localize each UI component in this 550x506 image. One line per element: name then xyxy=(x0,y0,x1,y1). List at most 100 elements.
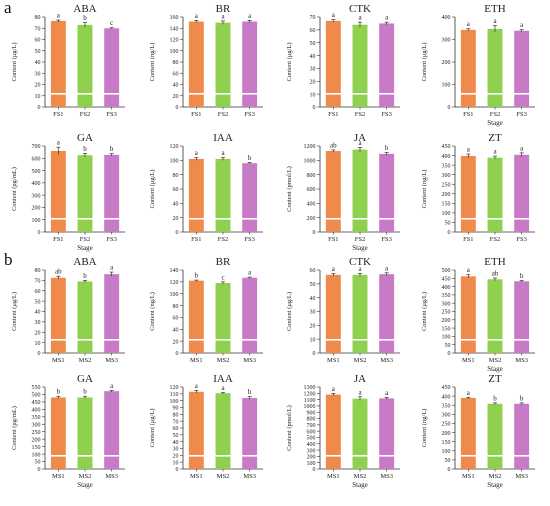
x-tick-label: MS3 xyxy=(243,357,256,364)
y-tick-label: 60 xyxy=(173,426,179,432)
y-tick-label: 0 xyxy=(313,230,316,236)
axis-break-mark xyxy=(459,339,477,341)
bar-fs3 xyxy=(104,154,120,232)
y-tick-label: 100 xyxy=(170,292,179,298)
x-tick-label: MS1 xyxy=(327,357,340,364)
y-tick-label: 30 xyxy=(35,320,41,326)
significance-letter: a xyxy=(248,12,252,20)
y-axis-label: Content (μg/L) xyxy=(11,292,18,331)
bar-ms1 xyxy=(325,274,341,353)
y-axis-label: Content (pg/mL) xyxy=(11,167,18,211)
y-tick-label: 40 xyxy=(35,60,41,66)
significance-letter: a xyxy=(467,389,471,397)
chart-a-aba: ABA Content (μg/L) 0 10 20 30 40 50 60 70 80 a FS1 b F… xyxy=(11,3,125,118)
significance-letter: c xyxy=(110,19,113,27)
y-tick-label: 70 xyxy=(310,15,316,21)
bar-fs3 xyxy=(514,154,530,232)
y-tick-label: 50 xyxy=(35,460,41,466)
x-tick-label: MS3 xyxy=(515,357,528,364)
bar-ms3 xyxy=(379,274,395,353)
y-tick-label: 70 xyxy=(35,279,41,285)
y-tick-label: 120 xyxy=(170,144,179,150)
bar-ms3 xyxy=(242,277,258,353)
y-tick-label: 200 xyxy=(32,437,41,443)
significance-letter: a xyxy=(467,146,471,154)
x-axis-label: Stage xyxy=(352,481,368,489)
chart-title: ABA xyxy=(73,256,96,268)
significance-letter: b xyxy=(57,388,61,396)
axis-break-mark xyxy=(241,93,259,95)
axis-break-mark xyxy=(378,339,396,341)
y-tick-label: 80 xyxy=(173,173,179,179)
axis-break-mark xyxy=(351,218,369,220)
significance-letter: a xyxy=(332,11,336,19)
y-axis-label: Content (μg/L) xyxy=(286,292,293,331)
chart-title: JA xyxy=(354,132,366,144)
y-tick-label: 350 xyxy=(442,163,451,169)
y-tick-label: 350 xyxy=(32,415,41,421)
axis-break-mark xyxy=(513,93,531,95)
y-axis-label: Content (ng/L) xyxy=(149,43,156,82)
y-tick-label: 120 xyxy=(170,38,179,44)
axis-break-mark xyxy=(49,339,67,341)
y-tick-label: 400 xyxy=(442,285,451,291)
x-tick-label: FS3 xyxy=(106,111,116,118)
y-tick-label: 150 xyxy=(442,440,451,446)
bar-ms1 xyxy=(325,394,341,469)
bar-ms1 xyxy=(460,276,476,353)
significance-letter: a xyxy=(467,266,471,274)
x-tick-label: MS2 xyxy=(217,473,230,480)
y-tick-label: 100 xyxy=(170,399,179,405)
significance-letter: a xyxy=(358,14,362,22)
bar-fs1 xyxy=(460,155,476,232)
axis-break-mark xyxy=(486,218,504,220)
y-tick-label: 50 xyxy=(35,49,41,55)
chart-title: BR xyxy=(216,3,231,15)
y-tick-label: 0 xyxy=(448,351,451,357)
x-tick-label: MS2 xyxy=(79,473,92,480)
x-axis-label: Stage xyxy=(77,244,93,252)
y-axis-label: Content (μg/L) xyxy=(421,42,428,81)
chart-title: CTK xyxy=(349,256,371,268)
y-tick-label: 0 xyxy=(176,105,179,111)
x-tick-label: MS1 xyxy=(190,357,203,364)
bar-fs1 xyxy=(325,20,341,107)
significance-letter: b xyxy=(110,145,114,153)
axis-break-mark xyxy=(486,339,504,341)
bar-ms1 xyxy=(50,277,66,353)
axis-break-mark xyxy=(103,455,121,457)
y-tick-label: 400 xyxy=(32,408,41,414)
bar-fs2 xyxy=(215,22,231,107)
significance-letter: a xyxy=(493,17,497,25)
bar-fs1 xyxy=(188,21,204,107)
axis-break-mark xyxy=(214,455,232,457)
y-tick-label: 140 xyxy=(170,268,179,274)
y-tick-label: 500 xyxy=(32,169,41,175)
axis-break-mark xyxy=(103,218,121,220)
y-tick-label: 20 xyxy=(173,216,179,222)
significance-letter: ab xyxy=(330,141,337,149)
axis-break-mark xyxy=(351,339,369,341)
x-tick-label: MS2 xyxy=(217,357,230,364)
axis-break-mark xyxy=(351,455,369,457)
y-tick-label: 10 xyxy=(173,460,179,466)
y-tick-label: 40 xyxy=(173,327,179,333)
y-tick-label: 800 xyxy=(307,417,316,423)
significance-letter: a xyxy=(57,12,61,20)
bar-fs2 xyxy=(215,158,231,232)
significance-letter: a xyxy=(221,149,225,157)
chart-title: ETH xyxy=(484,256,505,268)
axis-break-mark xyxy=(187,218,205,220)
bar-fs2 xyxy=(487,28,503,107)
y-tick-label: 100 xyxy=(32,452,41,458)
bar-fs2 xyxy=(352,149,368,232)
chart-a-ga: GA Content (pg/mL) 0 100 200 300 400 500 600 700 a… xyxy=(11,132,125,252)
x-tick-label: MS1 xyxy=(52,357,65,364)
y-axis-label: Content (pmol/L) xyxy=(286,405,293,451)
significance-letter: b xyxy=(248,154,252,162)
y-tick-label: 300 xyxy=(442,413,451,419)
y-tick-label: 0 xyxy=(448,105,451,111)
significance-letter: b xyxy=(520,272,524,280)
